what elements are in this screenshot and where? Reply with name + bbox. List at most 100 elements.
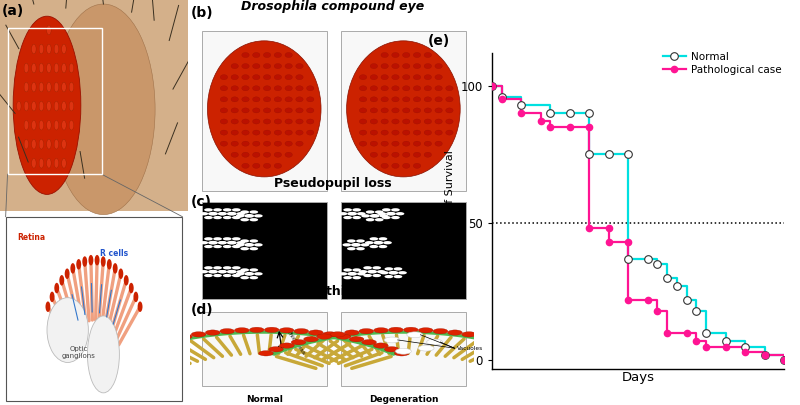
Circle shape	[213, 208, 222, 211]
Ellipse shape	[392, 141, 399, 146]
Circle shape	[240, 268, 249, 272]
Circle shape	[69, 101, 74, 111]
Ellipse shape	[274, 130, 282, 135]
Circle shape	[134, 292, 138, 302]
Circle shape	[70, 263, 75, 274]
Ellipse shape	[47, 298, 88, 362]
Ellipse shape	[207, 41, 321, 177]
Ellipse shape	[242, 108, 249, 113]
Ellipse shape	[402, 75, 410, 80]
Circle shape	[345, 330, 359, 335]
Circle shape	[62, 101, 66, 111]
Ellipse shape	[359, 108, 366, 113]
Circle shape	[208, 270, 218, 273]
Circle shape	[389, 271, 398, 275]
Circle shape	[534, 351, 548, 356]
Ellipse shape	[424, 141, 431, 146]
Ellipse shape	[402, 163, 410, 168]
Circle shape	[46, 101, 51, 111]
Ellipse shape	[253, 163, 260, 168]
Ellipse shape	[414, 152, 421, 157]
Circle shape	[363, 266, 372, 269]
Ellipse shape	[414, 119, 421, 124]
Ellipse shape	[231, 119, 238, 124]
Ellipse shape	[414, 108, 421, 113]
Ellipse shape	[359, 119, 366, 124]
Circle shape	[244, 214, 254, 218]
Circle shape	[351, 243, 361, 247]
Ellipse shape	[346, 41, 460, 177]
Ellipse shape	[285, 152, 292, 157]
Circle shape	[258, 351, 274, 356]
Circle shape	[250, 239, 258, 243]
Circle shape	[304, 337, 318, 342]
Circle shape	[218, 270, 227, 273]
Ellipse shape	[87, 316, 119, 393]
Ellipse shape	[231, 86, 238, 91]
Ellipse shape	[274, 75, 282, 80]
Circle shape	[24, 82, 29, 92]
Circle shape	[218, 212, 227, 215]
Ellipse shape	[263, 53, 270, 58]
Circle shape	[226, 241, 237, 245]
Circle shape	[54, 283, 59, 293]
Ellipse shape	[381, 130, 388, 135]
Circle shape	[17, 101, 21, 111]
Circle shape	[213, 266, 222, 269]
Ellipse shape	[402, 53, 410, 58]
Circle shape	[244, 272, 254, 276]
Circle shape	[206, 330, 220, 335]
Circle shape	[250, 268, 258, 272]
Text: Degeneration: Degeneration	[369, 394, 438, 404]
Ellipse shape	[285, 119, 292, 124]
Circle shape	[384, 337, 400, 343]
Ellipse shape	[253, 130, 260, 135]
Circle shape	[394, 267, 402, 271]
Circle shape	[204, 274, 213, 277]
Text: Optic
ganglions: Optic ganglions	[62, 346, 96, 359]
Circle shape	[24, 120, 29, 130]
Ellipse shape	[414, 64, 421, 68]
Ellipse shape	[274, 163, 282, 168]
Circle shape	[129, 283, 134, 293]
Circle shape	[385, 267, 394, 271]
Circle shape	[39, 44, 44, 54]
Ellipse shape	[263, 163, 270, 168]
Circle shape	[513, 343, 527, 348]
Ellipse shape	[381, 97, 388, 102]
Ellipse shape	[424, 119, 431, 124]
Circle shape	[204, 237, 213, 241]
Circle shape	[394, 351, 409, 356]
Circle shape	[363, 274, 372, 277]
Ellipse shape	[392, 119, 399, 124]
Ellipse shape	[370, 75, 378, 80]
Circle shape	[365, 241, 374, 244]
Circle shape	[24, 139, 29, 149]
Circle shape	[223, 216, 231, 219]
Circle shape	[385, 275, 394, 278]
Circle shape	[31, 158, 36, 168]
Circle shape	[338, 272, 347, 275]
Text: Vacuoles: Vacuoles	[458, 346, 484, 351]
Circle shape	[107, 259, 112, 270]
Circle shape	[39, 101, 44, 111]
Circle shape	[178, 334, 192, 339]
Circle shape	[374, 343, 388, 348]
Circle shape	[165, 337, 179, 342]
Circle shape	[101, 256, 106, 267]
Circle shape	[237, 241, 246, 244]
Circle shape	[343, 216, 352, 219]
Ellipse shape	[370, 86, 378, 91]
Circle shape	[54, 44, 58, 54]
Ellipse shape	[446, 108, 453, 113]
Ellipse shape	[402, 86, 410, 91]
Circle shape	[213, 245, 222, 248]
Ellipse shape	[392, 130, 399, 135]
Circle shape	[370, 245, 378, 248]
Ellipse shape	[435, 108, 442, 113]
Ellipse shape	[402, 119, 410, 124]
Circle shape	[382, 216, 390, 219]
Ellipse shape	[296, 130, 303, 135]
Circle shape	[218, 212, 226, 215]
Ellipse shape	[285, 130, 292, 135]
